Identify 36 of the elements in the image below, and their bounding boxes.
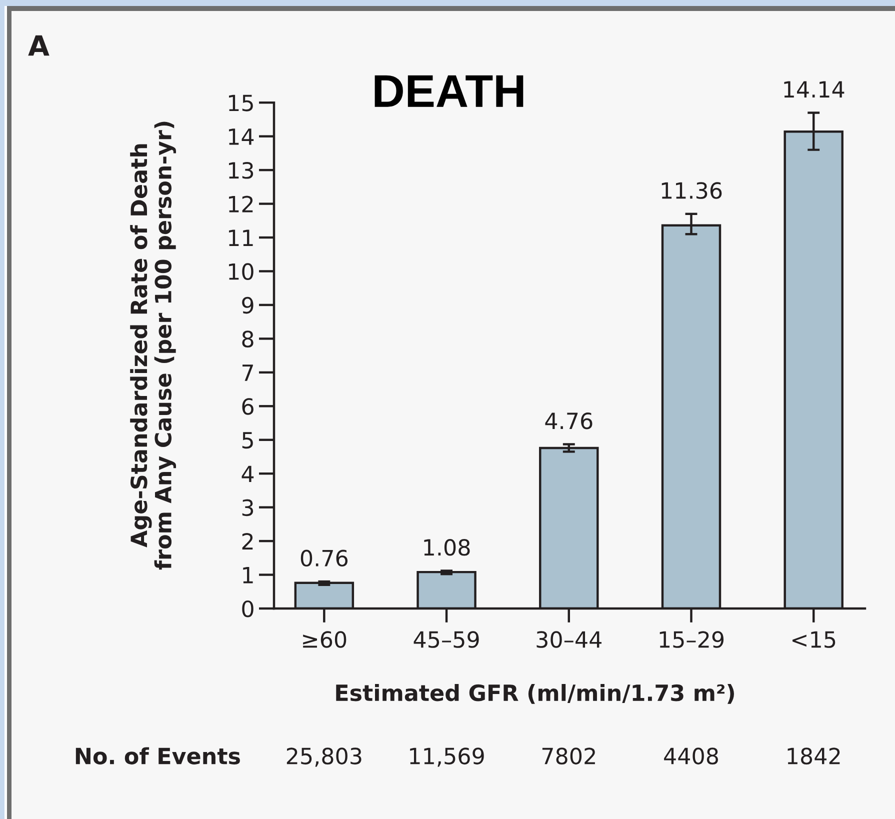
y-tick-label: 0 xyxy=(242,600,254,618)
data-label: 1.08 xyxy=(424,538,470,556)
y-tick-label: 6 xyxy=(242,398,254,415)
y-tick-label: 4 xyxy=(242,466,254,482)
data-label: 14.14 xyxy=(784,81,844,98)
y-tick-label: 12 xyxy=(228,196,253,212)
y-tick-label: 14 xyxy=(228,128,254,145)
data-label: 4.76 xyxy=(545,412,592,430)
x-tick-label: <15 xyxy=(792,631,836,648)
y-tick-label: 9 xyxy=(242,296,254,314)
y-tick-label: 7 xyxy=(242,364,253,381)
y-tick-label: 5 xyxy=(242,432,253,449)
text: 7802 xyxy=(542,748,595,764)
text: 4408 xyxy=(664,748,718,764)
text: No. of Events xyxy=(76,747,240,764)
y-tick-label: 11 xyxy=(228,230,253,246)
data-label: 0.76 xyxy=(300,550,348,567)
text: A xyxy=(28,35,50,56)
x-tick-label: 15–29 xyxy=(660,631,724,648)
x-tick-label: 30–44 xyxy=(536,631,602,648)
x-tick-label: 45–59 xyxy=(414,631,479,648)
y-tick-label: 1 xyxy=(243,567,253,584)
chart-title: DEATH xyxy=(374,75,524,107)
text: 11,569 xyxy=(410,748,484,767)
y-tick-label: 10 xyxy=(228,263,254,280)
text: 25,803 xyxy=(286,748,362,767)
y-tick-label: 13 xyxy=(228,162,254,179)
x-tick-label: ≥60 xyxy=(303,631,346,648)
y-tick-label: 8 xyxy=(242,330,254,348)
y-axis-title: Age-Standardized Rate of Death from Any Cause (per 100 person-yr) xyxy=(130,122,176,570)
y-tick-label: 3 xyxy=(242,499,254,516)
x-axis-title: Estimated GFR (ml/min/1.73 m²) xyxy=(336,684,734,704)
text: 1842 xyxy=(788,748,840,764)
y-tick-label: 2 xyxy=(242,532,253,550)
data-label: 11.36 xyxy=(662,182,722,199)
y-tick-label: 15 xyxy=(228,94,253,112)
